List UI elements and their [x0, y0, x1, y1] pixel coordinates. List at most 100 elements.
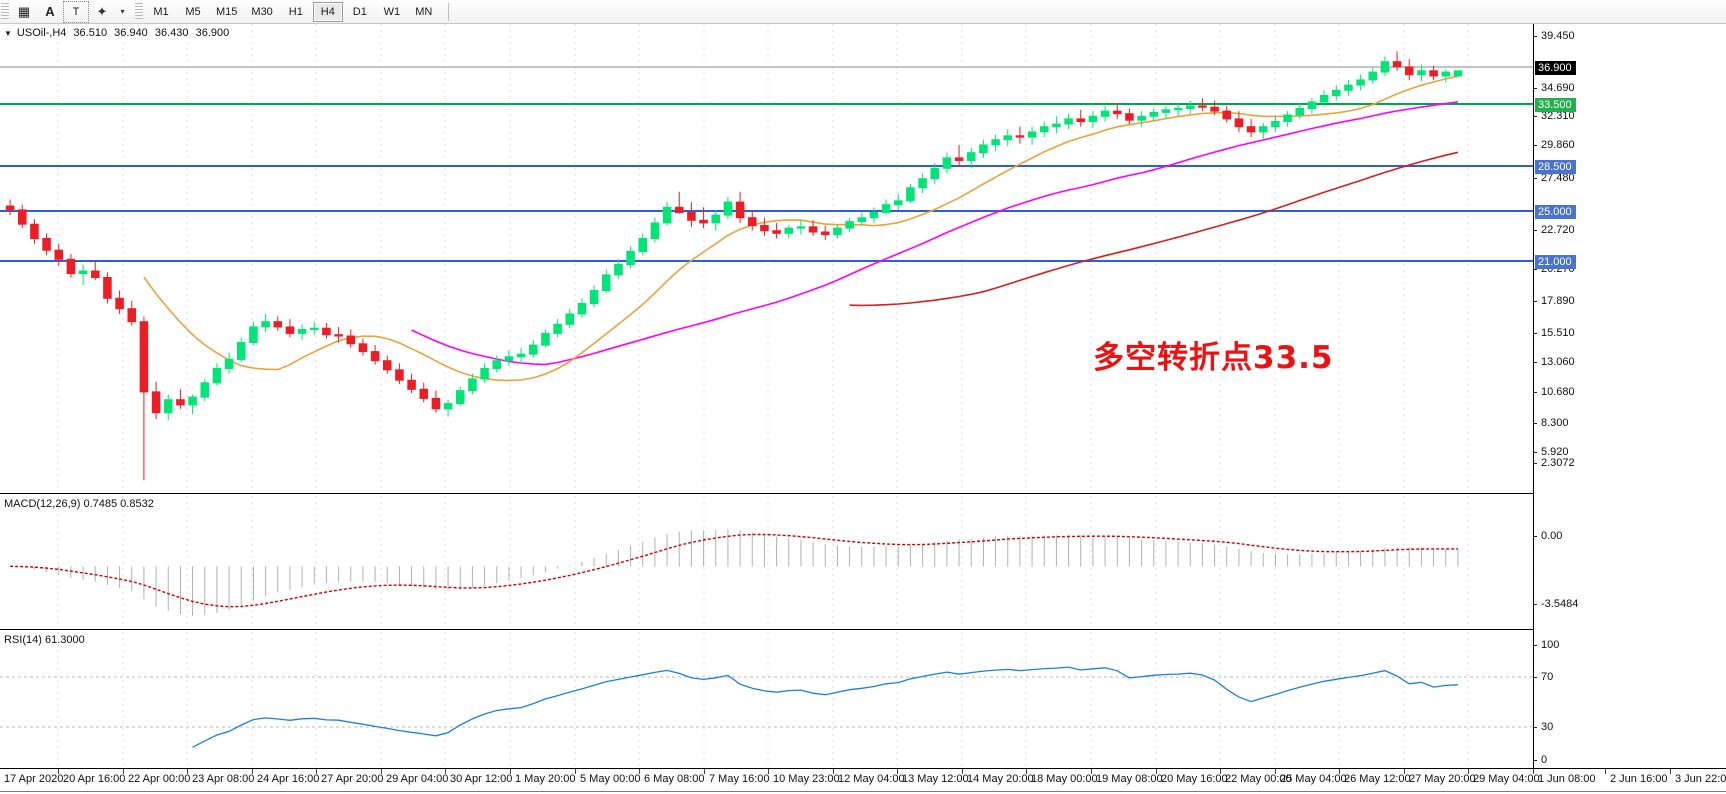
price-tick-13_060: 13.060 — [1533, 356, 1575, 368]
text-tool-icon[interactable]: A — [37, 1, 63, 23]
time-tick — [704, 769, 705, 774]
price-tick-10_680: 10.680 — [1533, 386, 1575, 398]
tick-value: 32.310 — [1541, 110, 1575, 122]
timeframe-group-grip[interactable] — [135, 2, 143, 21]
price-level-tag-33_500[interactable]: 33.500 — [1535, 98, 1576, 112]
tick-dash — [1533, 177, 1537, 179]
tick-value: 10.680 — [1541, 386, 1575, 398]
macd-canvas — [10, 496, 1671, 628]
tick-dash — [1533, 451, 1537, 453]
rsi-indicator-panel[interactable]: RSI(14) 61.3000 — [0, 632, 1671, 768]
time-label: 25 May 04:00 — [1280, 773, 1347, 785]
timeframe-mn[interactable]: MN — [415, 5, 433, 18]
price-axis[interactable]: 39.450 34.690 32.310 29.860 27.480 22.720 20.2… — [1533, 24, 1726, 768]
time-tick — [768, 769, 769, 774]
time-axis[interactable]: 17 Apr 2020 20 Apr 16:00 22 Apr 00:00 23 Ap… — [0, 768, 1726, 794]
time-tick — [833, 769, 834, 774]
shapes-dropdown-chevron-down-icon[interactable]: ▾ — [115, 1, 129, 23]
text-tool-glyph: A — [45, 4, 55, 19]
time-label: 17 Apr 2020 — [4, 773, 64, 785]
time-label: 12 May 04:00 — [838, 773, 905, 785]
time-label: 27 Apr 20:00 — [321, 773, 384, 785]
time-label: 20 May 16:00 — [1161, 773, 1228, 785]
time-label: 29 May 04:00 — [1473, 773, 1540, 785]
time-label: 30 Apr 12:00 — [450, 773, 513, 785]
time-label: 27 May 20:00 — [1409, 773, 1476, 785]
price-level-tag-28_500[interactable]: 28.500 — [1535, 160, 1576, 174]
tick-dash — [1533, 603, 1537, 605]
tick-dash — [1533, 462, 1537, 464]
timeframe-h1[interactable]: H1 — [288, 5, 303, 18]
time-label: 6 May 08:00 — [644, 773, 705, 785]
time-label: 26 May 12:00 — [1344, 773, 1411, 785]
price-level-tag-25_000[interactable]: 25.000 — [1535, 205, 1576, 219]
time-tick — [1339, 769, 1340, 774]
tick-value: 30 — [1541, 721, 1554, 733]
time-tick — [381, 769, 382, 774]
rsi-canvas — [0, 632, 1671, 768]
price-tick-17_890: 17.890 — [1533, 295, 1575, 307]
timeframe-m15[interactable]: M15 — [216, 5, 238, 18]
timeframe-h4[interactable]: H4 — [312, 1, 343, 22]
time-label: 10 May 23:00 — [773, 773, 840, 785]
macd-tick--3_5484: -3.5484 — [1533, 598, 1578, 610]
time-tick — [1404, 769, 1405, 774]
timeframe-m5[interactable]: M5 — [185, 5, 201, 18]
tick-dash — [1533, 644, 1537, 646]
time-label: 23 Apr 08:00 — [192, 773, 255, 785]
toolbar-grip[interactable] — [1, 2, 9, 21]
time-tick — [123, 769, 124, 774]
price-tick-29_860: 29.860 — [1533, 139, 1575, 151]
rsi-tick-30: 30 — [1533, 721, 1553, 733]
price-axis-line — [1533, 24, 1534, 768]
ohlc-open: 36.510 — [73, 27, 108, 39]
price-tick-27_480: 27.480 — [1533, 172, 1575, 184]
tick-value: 34.690 — [1541, 82, 1575, 94]
tick-value: -3.5484 — [1541, 598, 1579, 610]
price-level-tag-21_000[interactable]: 21.000 — [1535, 255, 1576, 269]
time-label: 1 Jun 08:00 — [1538, 773, 1596, 785]
grid-icon-glyph: ▦ — [17, 3, 31, 19]
price-chart-panel[interactable]: 多空转折点33.5 — [0, 24, 1671, 492]
tick-value: 5.920 — [1541, 446, 1569, 458]
time-tick — [962, 769, 963, 774]
label-tool-icon[interactable]: T — [63, 0, 89, 23]
tick-dash — [1533, 676, 1537, 678]
time-tick — [445, 769, 446, 774]
macd-tick-0_00: 0.00 — [1533, 530, 1562, 542]
tick-value: 0 — [1541, 754, 1548, 766]
tick-dash — [1533, 361, 1537, 363]
tick-value: 2.3072 — [1541, 457, 1575, 469]
time-tick — [1275, 769, 1276, 774]
timeframe-m30[interactable]: M30 — [251, 5, 273, 18]
time-tick — [1670, 769, 1671, 774]
tick-value: 39.450 — [1541, 30, 1575, 42]
symbol-info-row: ▼ USOil-,H4 36.510 36.940 36.430 36.900 — [0, 26, 233, 40]
time-tick — [1468, 769, 1469, 774]
price-level-tag-36_900[interactable]: 36.900 — [1535, 61, 1576, 75]
tick-value: 0.00 — [1541, 530, 1563, 542]
timeframe-m1[interactable]: M1 — [153, 5, 169, 18]
timeframe-d1[interactable]: D1 — [352, 5, 367, 18]
tick-value: 17.890 — [1541, 295, 1575, 307]
time-label: 22 Apr 00:00 — [128, 773, 191, 785]
macd-indicator-panel[interactable]: MACD(12,26,9) 0.7485 0.8532 — [0, 496, 1671, 628]
tick-value: 29.860 — [1541, 139, 1575, 151]
tick-value: 8.300 — [1541, 417, 1569, 429]
tick-dash — [1533, 300, 1537, 302]
time-label: 20 Apr 16:00 — [63, 773, 126, 785]
timeframe-w1[interactable]: W1 — [383, 5, 401, 18]
time-tick — [575, 769, 576, 774]
grid-icon[interactable]: ▦ — [11, 1, 37, 23]
collapse-triangle-icon[interactable]: ▼ — [4, 28, 12, 38]
time-label: 24 Apr 16:00 — [257, 773, 320, 785]
macd-tick-2_3072: 2.3072 — [1533, 457, 1575, 469]
time-label: 1 May 20:00 — [515, 773, 576, 785]
shapes-icon[interactable]: ✦ — [89, 1, 115, 23]
rsi-tick-0: 0 — [1533, 754, 1547, 766]
time-tick — [639, 769, 640, 774]
time-tick — [316, 769, 317, 774]
rsi-panel-divider-top — [0, 629, 1726, 630]
time-tick — [252, 769, 253, 774]
time-tick — [1156, 769, 1157, 774]
